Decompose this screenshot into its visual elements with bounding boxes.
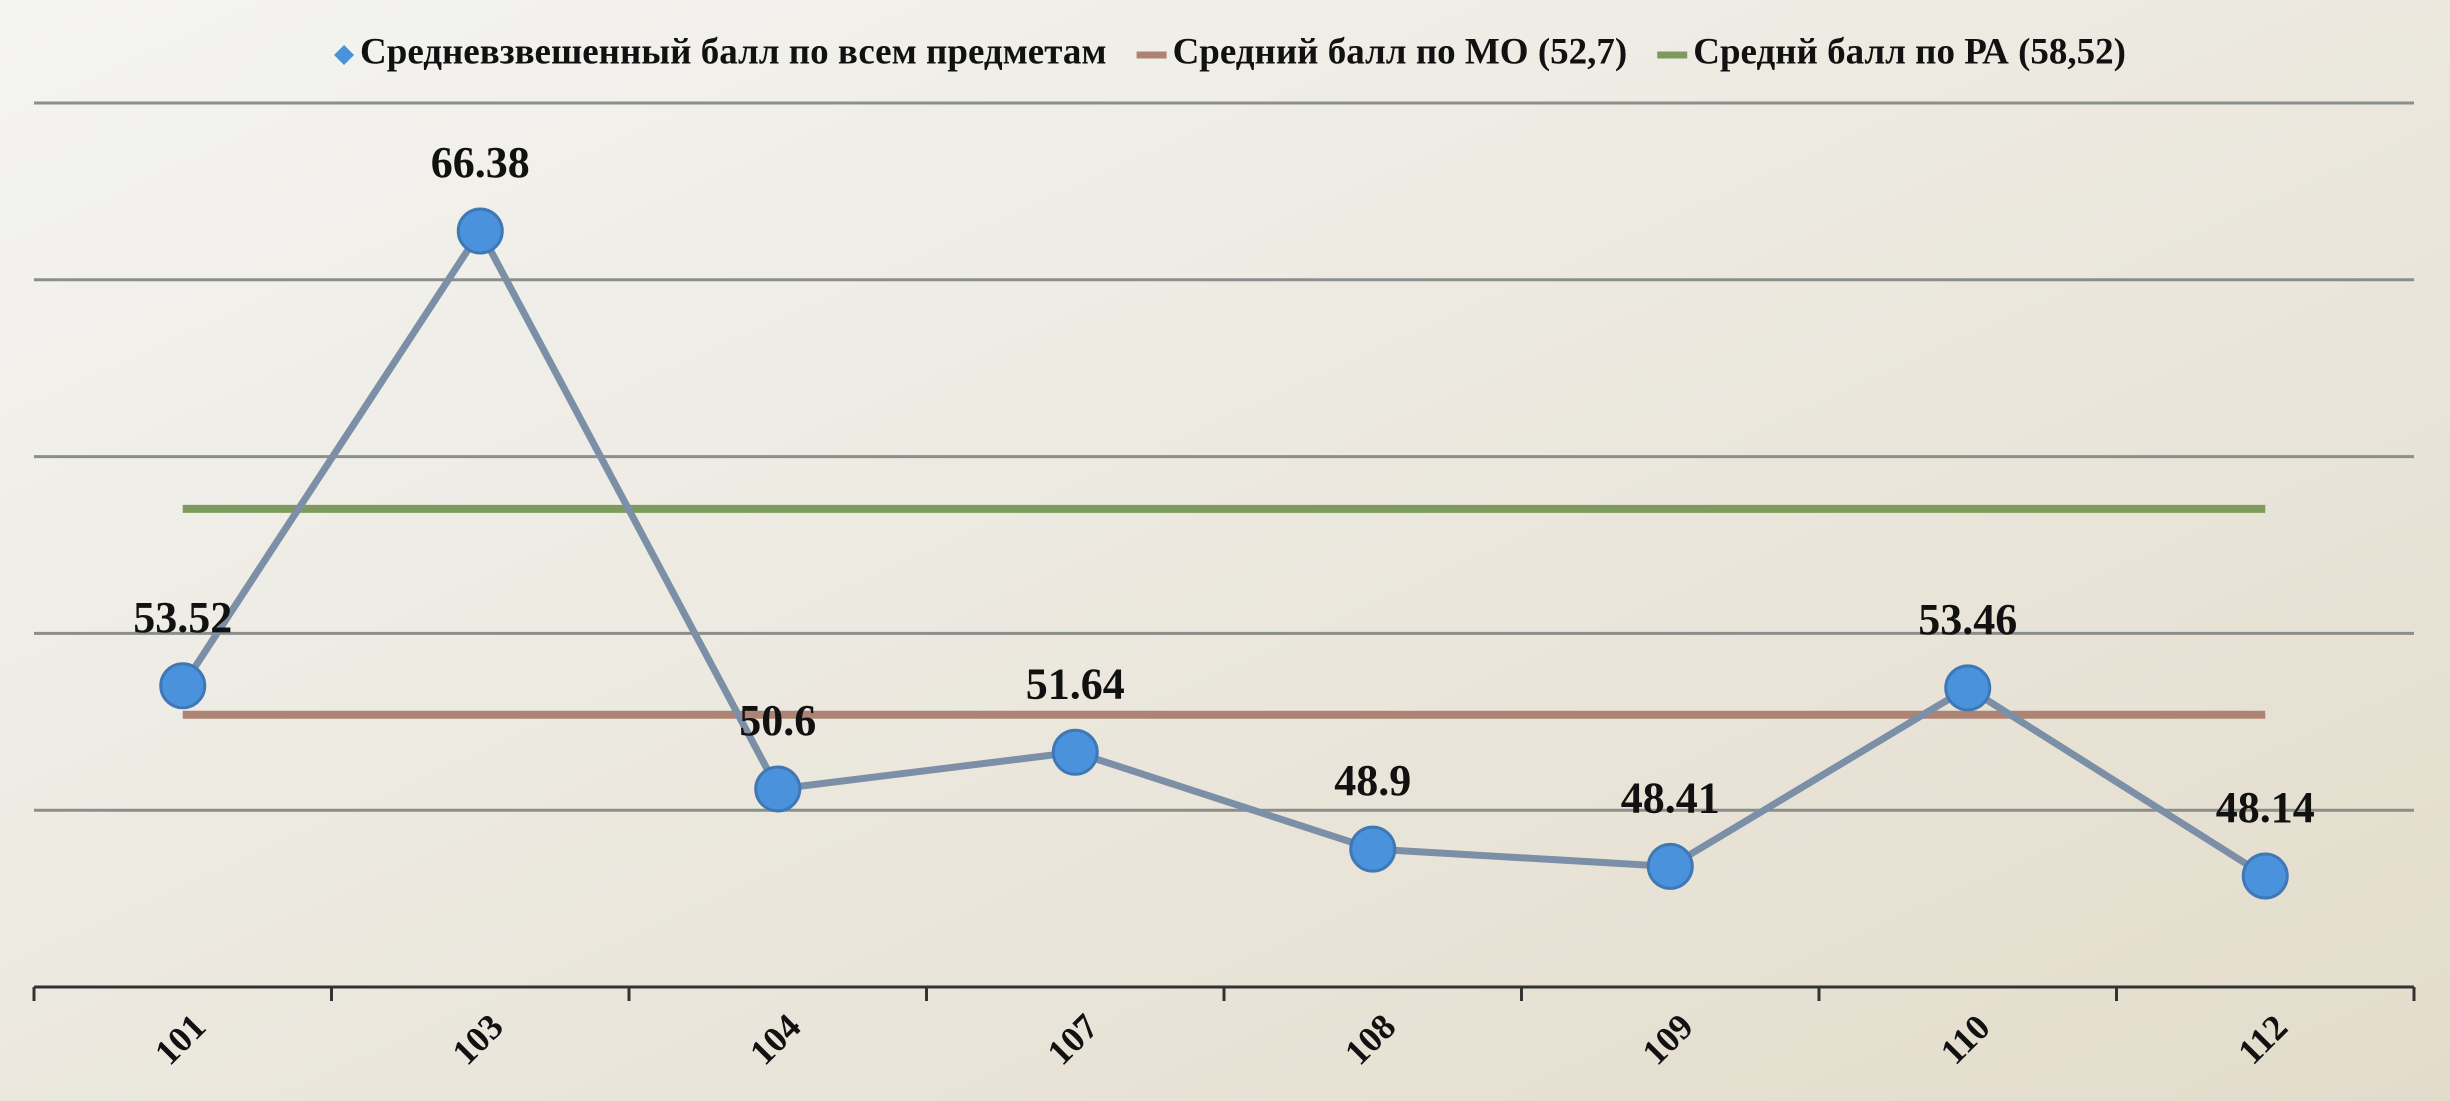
marker: [1349, 825, 1397, 873]
marker: [1944, 664, 1992, 712]
data-label: 50.6: [739, 696, 816, 745]
data-label: 53.52: [133, 593, 232, 642]
marker: [159, 662, 207, 710]
legend-label: Средний балл по МО (52,7): [1173, 31, 1628, 72]
marker: [1051, 728, 1099, 776]
legend-label: Средневзвешенный балл по всем предметам: [360, 31, 1107, 72]
marker: [754, 765, 802, 813]
series-line: [179, 227, 2268, 879]
data-label: 66.38: [431, 138, 530, 187]
marker: [456, 207, 504, 255]
legend-label: Среднй балл по РА (58,52): [1693, 31, 2126, 72]
data-label: 48.9: [1334, 756, 1411, 805]
data-label: 48.41: [1621, 774, 1720, 823]
data-label: 51.64: [1026, 659, 1125, 708]
legend: Средневзвешенный балл по всем предметам С…: [334, 31, 2126, 72]
legend-marker: [334, 45, 355, 65]
marker: [1646, 842, 1694, 890]
data-label: 53.46: [1918, 595, 2017, 644]
data-label: 48.14: [2216, 783, 2315, 832]
marker: [2241, 852, 2289, 900]
